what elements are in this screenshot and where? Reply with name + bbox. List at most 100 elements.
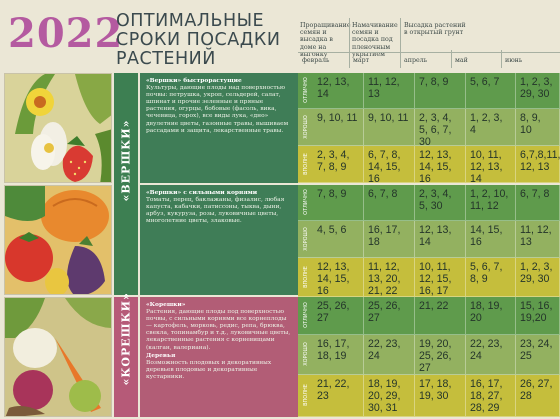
rating-label-cell: ХОРОШО bbox=[298, 109, 313, 146]
date-cell: 2, 3, 4, 5, 30 bbox=[415, 185, 466, 221]
title-line-2: СРОКИ ПОСАДКИ bbox=[116, 30, 281, 50]
description-quick-vershki: «Вершки» быстрорастущие Культуры, дающие… bbox=[140, 73, 298, 183]
date-cell: 16, 17, 18, 27, 28, 29 bbox=[466, 375, 516, 417]
rating-label: ХОРОШО bbox=[303, 342, 309, 366]
date-cell: 12, 13, 14, 15, 16 bbox=[313, 258, 364, 297]
date-cell: 22, 23, 24 bbox=[466, 335, 516, 375]
page-title: ОПТИМАЛЬНЫЕ СРОКИ ПОСАДКИ РАСТЕНИЙ bbox=[116, 12, 281, 69]
description-body-trees: Возможность плодовых и декоративных дере… bbox=[146, 359, 272, 380]
date-cell: 12, 13, 14 bbox=[313, 73, 364, 109]
date-cell: 21, 22, 23 bbox=[313, 375, 364, 417]
planting-dates-grid: ОТЛИЧНО 12, 13, 14 11, 12, 13 7, 8, 9 5, 6, … bbox=[298, 73, 560, 417]
date-cell: 12, 13, 14 bbox=[415, 221, 466, 258]
date-cell: 9, 10, 11 bbox=[364, 109, 415, 146]
description-title: «Вершки» быстрорастущие bbox=[146, 77, 242, 84]
date-cell: 16, 17, 18, 19 bbox=[313, 335, 364, 375]
rating-label: ОТЛИЧНО bbox=[303, 302, 309, 328]
koreshki-band-label: «КОРЕШКИ» bbox=[119, 292, 133, 386]
header-rule bbox=[298, 52, 560, 53]
month-jun: июнь bbox=[505, 57, 523, 64]
date-cell: 17, 18, 19, 30 bbox=[415, 375, 466, 417]
vershki-band-label: «ВЕРШКИ» bbox=[119, 119, 133, 202]
date-cell: 2, 3, 4, 5, 6, 7, 30 bbox=[415, 109, 466, 148]
column-heading-3: Высадка растений в открытый грунт bbox=[404, 22, 466, 37]
rating-label-cell: ВПОЛНЕ bbox=[298, 375, 313, 417]
rating-label: ВПОЛНЕ bbox=[303, 384, 309, 406]
date-cell: 23, 24, 25 bbox=[516, 335, 560, 375]
date-cell: 25, 26, 27 bbox=[313, 297, 364, 335]
description-body: Томаты, перец, баклажаны, физалис, любая… bbox=[146, 197, 285, 225]
column-heading-2: Намачивание семян и посадка под пленочны… bbox=[352, 22, 398, 58]
date-cell: 7, 8, 9 bbox=[313, 185, 364, 221]
date-cell: 4, 5, 6 bbox=[313, 221, 364, 258]
date-cell: 1, 2, 3, 29, 30 bbox=[516, 258, 560, 297]
column-heading-1: Проращивание семян и высадка в доме на в… bbox=[300, 22, 351, 58]
date-cell: 5, 6, 7, 8, 9 bbox=[466, 258, 516, 297]
date-cell: 6, 7, 8, 14, 15, 16 bbox=[364, 146, 415, 185]
date-cell: 8, 9, 10 bbox=[516, 109, 560, 146]
date-cell: 19, 20, 25, 26, 27 bbox=[415, 335, 466, 375]
date-cell: 16, 17, 18 bbox=[364, 221, 415, 258]
date-cell: 18, 19, 20 bbox=[466, 297, 516, 335]
vershki-band: «ВЕРШКИ» bbox=[114, 73, 138, 295]
vegetable-illustration-2 bbox=[4, 185, 112, 295]
date-cell: 14, 15, 16 bbox=[466, 221, 516, 258]
date-cell: 1, 2, 3, 4 bbox=[466, 109, 516, 146]
date-cell: 26, 27, 28 bbox=[516, 375, 560, 417]
date-cell: 6, 7, 8 bbox=[364, 185, 415, 221]
rating-label: ВПОЛНЕ bbox=[303, 265, 309, 288]
rating-label-cell: ОТЛИЧНО bbox=[298, 73, 313, 109]
header-divider bbox=[451, 50, 452, 68]
description-koreshki: «Корешки» Растения, дающие плоды под пов… bbox=[140, 297, 298, 417]
date-cell: 1, 2, 3, 29, 30 bbox=[516, 73, 560, 109]
date-cell: 7, 8, 9 bbox=[415, 73, 466, 109]
description-body: Культуры, дающие плоды над поверхностью … bbox=[146, 85, 289, 134]
description-title: «Корешки» bbox=[146, 301, 186, 308]
rating-label: ХОРОШО bbox=[303, 226, 309, 251]
header-divider bbox=[349, 18, 350, 68]
month-may: май bbox=[455, 57, 468, 64]
koreshki-band: «КОРЕШКИ» bbox=[114, 292, 138, 417]
month-feb: февраль bbox=[302, 57, 330, 64]
rating-label-cell: ВПОЛНЕ bbox=[298, 146, 313, 183]
date-cell: 5, 6, 7 bbox=[466, 73, 516, 109]
date-cell: 22, 23, 24 bbox=[364, 335, 415, 375]
date-cell: 1, 2, 10, 11, 12 bbox=[466, 185, 516, 221]
description-body: Растения, дающие плоды под поверхностью … bbox=[146, 309, 291, 351]
rating-label-cell: ОТЛИЧНО bbox=[298, 185, 313, 221]
description-title-trees: Деревья bbox=[146, 351, 176, 359]
rating-label-cell: ХОРОШО bbox=[298, 221, 313, 258]
description-strong-root-vershki: «Вершки» с сильными корнями Томаты, пере… bbox=[140, 185, 298, 295]
roots-carrot-icon bbox=[5, 298, 111, 416]
date-cell: 12, 13, 14, 15, 16 bbox=[415, 146, 466, 185]
year-heading: 2022 bbox=[8, 10, 124, 57]
vegetable-illustration-3 bbox=[4, 297, 112, 417]
date-cell: 11, 12, 13 bbox=[364, 73, 415, 109]
flowers-strawberry-icon bbox=[5, 74, 111, 182]
date-cell: 6,7,8,11, 12, 13 bbox=[516, 146, 560, 183]
header-divider bbox=[400, 18, 401, 68]
date-cell: 10, 11, 12, 13, 14 bbox=[466, 146, 516, 185]
title-line-3: РАСТЕНИЙ bbox=[116, 49, 216, 69]
date-cell: 2, 3, 4, 7, 8, 9 bbox=[313, 146, 364, 183]
title-line-1: ОПТИМАЛЬНЫЕ bbox=[116, 11, 265, 31]
rating-label: ВПОЛНЕ bbox=[303, 152, 309, 175]
month-apr: апрель bbox=[404, 57, 428, 64]
date-cell: 11, 12, 13, 20, 21, 22 bbox=[364, 258, 415, 297]
date-cell: 9, 10, 11 bbox=[313, 109, 364, 146]
date-cell: 21, 22 bbox=[415, 297, 466, 335]
date-cell: 25, 26, 27 bbox=[364, 297, 415, 335]
date-cell: 18, 19, 20, 29, 30, 31 bbox=[364, 375, 415, 417]
description-title: «Вершки» с сильными корнями bbox=[146, 189, 258, 196]
rating-label-cell: ХОРОШО bbox=[298, 335, 313, 375]
tomato-pumpkin-icon bbox=[5, 186, 111, 294]
date-cell: 15, 16, 19,20 bbox=[516, 297, 560, 335]
header-divider bbox=[501, 50, 502, 68]
date-cell: 11, 12, 13 bbox=[516, 221, 560, 258]
rating-label-cell: ОТЛИЧНО bbox=[298, 297, 313, 335]
rating-label-cell: ВПОЛНЕ bbox=[298, 258, 313, 297]
date-cell: 6, 7, 8 bbox=[516, 185, 560, 221]
vegetable-illustration-1 bbox=[4, 73, 112, 183]
date-cell: 10, 11, 12, 15, 16, 17 bbox=[415, 258, 466, 297]
month-mar: март bbox=[353, 57, 370, 64]
